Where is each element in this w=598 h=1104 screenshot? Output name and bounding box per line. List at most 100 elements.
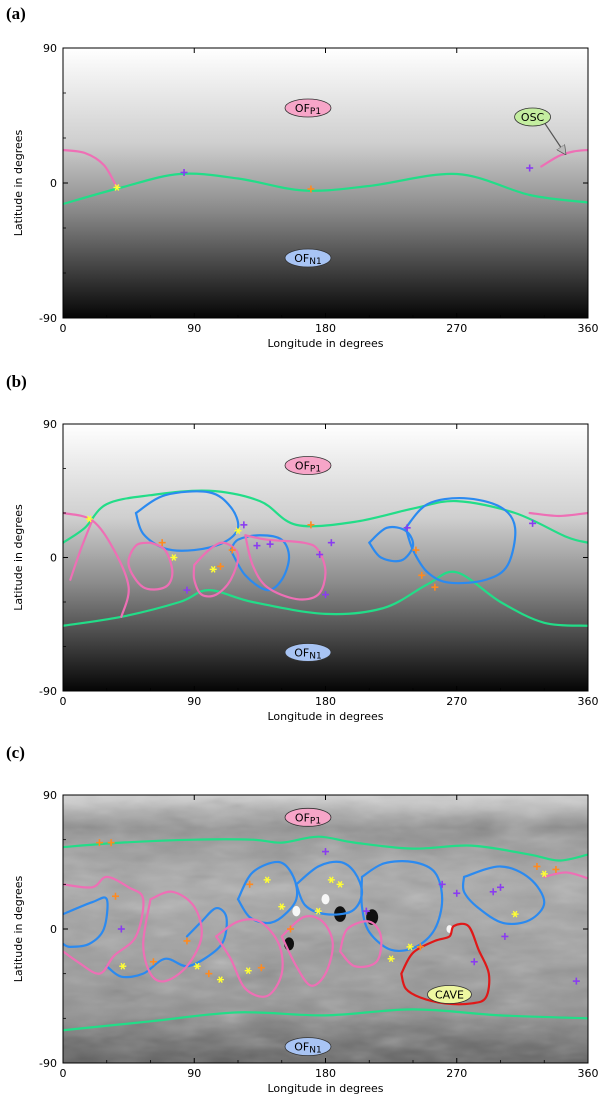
yellow-marker bbox=[209, 565, 217, 573]
orange-marker bbox=[205, 970, 213, 978]
label-ellipse bbox=[284, 643, 332, 662]
purple-marker bbox=[470, 958, 478, 966]
pink-curve bbox=[63, 875, 145, 975]
purple-marker bbox=[266, 540, 274, 548]
purple-marker bbox=[362, 907, 370, 915]
x-tick-label: 180 bbox=[315, 1067, 336, 1080]
x-tick-label: 360 bbox=[578, 695, 598, 708]
yellow-marker bbox=[540, 870, 548, 878]
orange-marker bbox=[246, 880, 254, 888]
region-label-osc: OSC bbox=[514, 107, 565, 153]
orange-marker bbox=[107, 839, 115, 847]
panel-label-c: (c) bbox=[6, 743, 25, 762]
pink-curve bbox=[543, 871, 588, 880]
pink-curve bbox=[127, 541, 174, 591]
yellow-marker bbox=[244, 967, 252, 975]
orange-marker bbox=[412, 546, 420, 554]
region-label-ofn1: OFN1 bbox=[284, 643, 332, 662]
orange-marker bbox=[416, 943, 424, 951]
green-curve bbox=[63, 835, 588, 862]
x-tick-label: 0 bbox=[60, 1067, 67, 1080]
x-tick-label: 270 bbox=[446, 322, 467, 335]
y-axis-title: Latitude in degrees bbox=[12, 129, 25, 236]
pink-curve bbox=[63, 148, 119, 189]
purple-marker bbox=[438, 880, 446, 888]
yellow-marker bbox=[387, 955, 395, 963]
label-ellipse bbox=[284, 248, 332, 268]
orange-marker bbox=[158, 539, 166, 547]
orange-marker bbox=[287, 925, 294, 933]
blue-curve bbox=[368, 525, 415, 563]
label-ellipse bbox=[284, 98, 332, 118]
green-curve bbox=[63, 489, 588, 544]
x-axis-title: Longitude in degrees bbox=[267, 710, 383, 723]
orange-marker bbox=[95, 839, 103, 847]
purple-marker bbox=[183, 586, 191, 594]
region-label-cave: CAVE bbox=[427, 985, 472, 1004]
pink-curve bbox=[142, 890, 203, 983]
yellow-marker bbox=[193, 962, 201, 970]
active-region-spot bbox=[321, 894, 330, 905]
yellow-marker bbox=[263, 876, 271, 884]
y-tick-label: 90 bbox=[43, 42, 57, 55]
orange-marker bbox=[149, 958, 157, 966]
active-region-spot bbox=[292, 905, 301, 917]
plot-background bbox=[63, 48, 588, 318]
yellow-marker bbox=[170, 554, 178, 561]
yellow-marker bbox=[234, 527, 242, 535]
yellow-marker bbox=[406, 943, 414, 951]
y-tick-label: 0 bbox=[50, 177, 57, 190]
pink-curve bbox=[69, 519, 94, 581]
blue-curve bbox=[360, 860, 444, 953]
purple-marker bbox=[253, 542, 261, 550]
region-label-ofp1: OFP1 bbox=[284, 807, 332, 827]
yellow-marker bbox=[278, 903, 286, 911]
y-tick-label: 0 bbox=[50, 552, 57, 565]
orange-marker bbox=[418, 571, 426, 579]
label-text: OFN1 bbox=[294, 1041, 321, 1056]
purple-marker bbox=[327, 539, 335, 547]
red-curve bbox=[400, 922, 491, 1006]
yellow-marker bbox=[217, 976, 224, 984]
x-tick-label: 180 bbox=[315, 695, 336, 708]
pink-curve bbox=[215, 918, 284, 998]
y-tick-label: 90 bbox=[43, 789, 57, 802]
pink-curve bbox=[338, 920, 383, 969]
purple-marker bbox=[240, 521, 248, 529]
x-tick-label: 90 bbox=[187, 1067, 201, 1080]
purple-marker bbox=[489, 888, 497, 896]
blue-curve bbox=[404, 496, 517, 585]
green-curve bbox=[63, 1008, 588, 1032]
blue-curve bbox=[105, 907, 228, 979]
yellow-marker bbox=[336, 880, 344, 888]
y-axis-title: Latitude in degrees bbox=[12, 504, 25, 611]
y-tick-label: 0 bbox=[50, 923, 57, 936]
green-curve bbox=[63, 172, 588, 206]
purple-marker bbox=[316, 551, 324, 559]
purple-marker bbox=[572, 977, 580, 985]
x-tick-label: 180 bbox=[315, 322, 336, 335]
pink-curve bbox=[528, 511, 588, 518]
purple-marker bbox=[501, 932, 509, 940]
curves bbox=[63, 835, 588, 1032]
y-tick-label: 90 bbox=[43, 418, 57, 431]
pink-curve bbox=[280, 915, 334, 987]
green-curve bbox=[63, 570, 588, 627]
panel-label-a: (a) bbox=[6, 4, 26, 23]
purple-marker bbox=[117, 925, 125, 933]
label-text: CAVE bbox=[435, 989, 464, 1002]
x-axis-title: Longitude in degrees bbox=[267, 337, 383, 350]
yellow-marker bbox=[113, 184, 121, 191]
purple-marker bbox=[322, 848, 329, 856]
yellow-marker bbox=[119, 962, 127, 970]
purple-marker bbox=[403, 524, 411, 532]
label-text: OFP1 bbox=[295, 102, 321, 117]
blue-curve bbox=[229, 534, 291, 592]
y-tick-label: -90 bbox=[39, 1057, 57, 1070]
region-label-ofn1: OFN1 bbox=[284, 1037, 332, 1057]
x-tick-label: 360 bbox=[578, 322, 598, 335]
